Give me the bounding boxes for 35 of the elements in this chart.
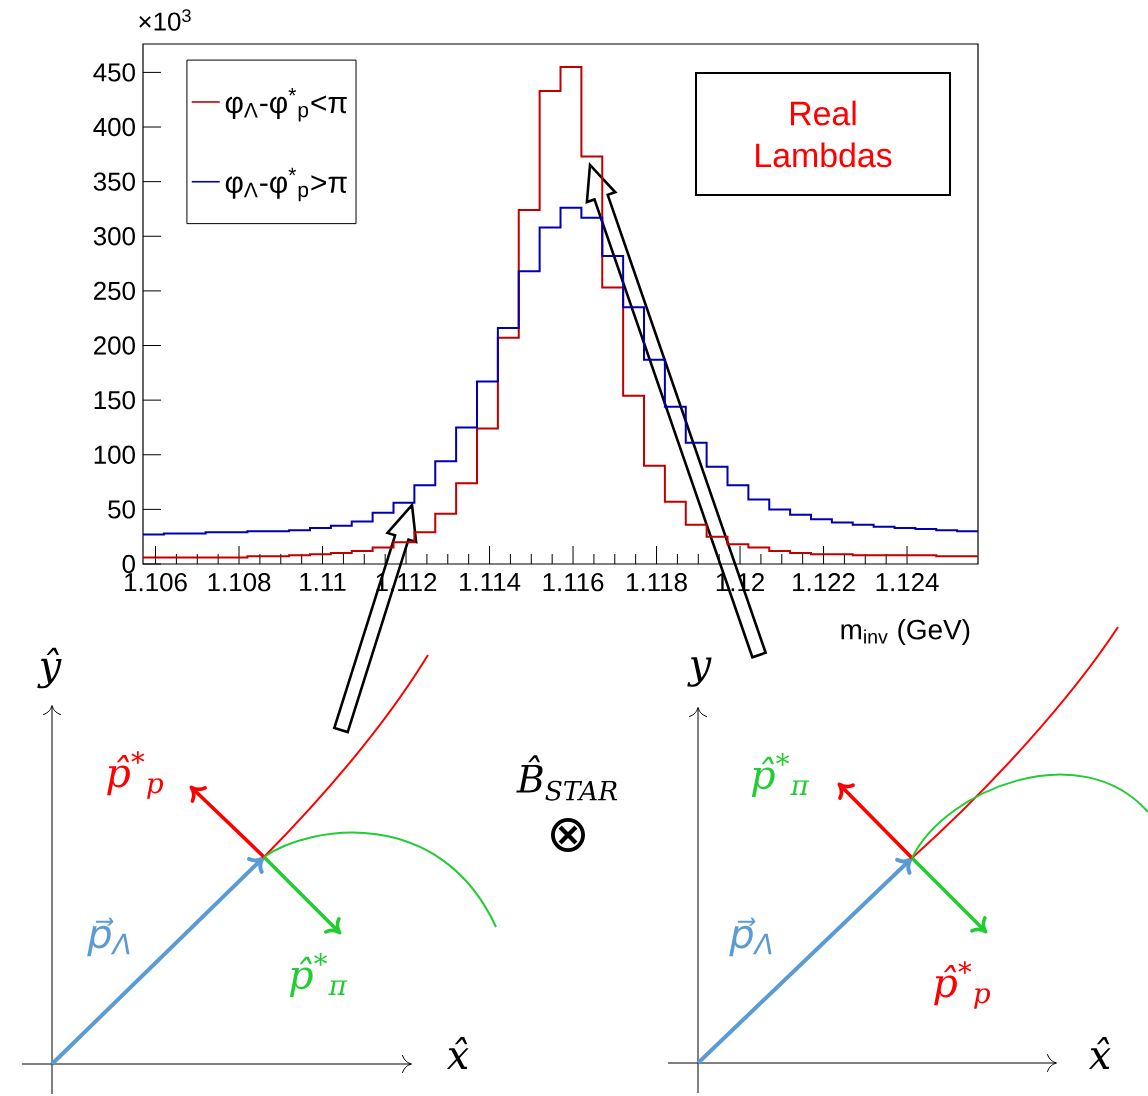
legend-label: φ$_{Λ}$-φ$^{*}$$_{p}$>π [225,167,347,202]
text: p⃗$_{Λ}$ [87,917,130,957]
text: x̂ [446,1037,469,1069]
text: p̂$^{*}$p [107,751,164,799]
y-tick-label: 100 [94,445,135,464]
text: p̂$^{*}$p [934,961,991,1009]
text: y [687,657,712,687]
x-tick-label: 1.11 [300,573,346,591]
text: p̂$^{*}$π [751,752,810,797]
y-tick-label: 250 [94,281,135,301]
text: p⃗$_{Λ}$ [729,917,772,957]
y-tick-label: 300 [93,227,135,246]
x-tick-label: 1.106 [125,573,187,592]
x-tick-label: 1.114 [460,573,521,591]
y-tick-label: 350 [93,172,135,191]
annotation: Real Lambdas [756,100,892,168]
x-tick-label: 1.122 [793,573,855,592]
text: ⊗ [551,817,585,852]
text: B̂$_{STAR}$ [516,755,618,801]
text: x̂ [1088,1037,1111,1069]
y-tick-label: 400 [93,117,135,137]
text: ×10$^{3}$ [139,9,191,31]
y-tick-label: 0 [122,554,135,574]
x-tick-label: 1.116 [543,573,604,592]
y-tick-label: 150 [94,390,135,410]
x-axis-title: m$_{inv}$ (GeV) [841,619,970,646]
x-tick-label: 1.118 [627,573,687,592]
text: ŷ [37,647,62,689]
y-tick-label: 200 [94,336,135,355]
y-tick-label: 450 [93,63,135,82]
x-tick-label: 1.108 [208,573,271,592]
legend-label: φ$_{Λ}$-φ$^{*}$$_{p}$<π [225,88,347,122]
text: p̂$^{*}$π [289,952,348,997]
y-tick-label: 50 [108,500,135,519]
x-tick-label: 1.124 [876,573,939,592]
